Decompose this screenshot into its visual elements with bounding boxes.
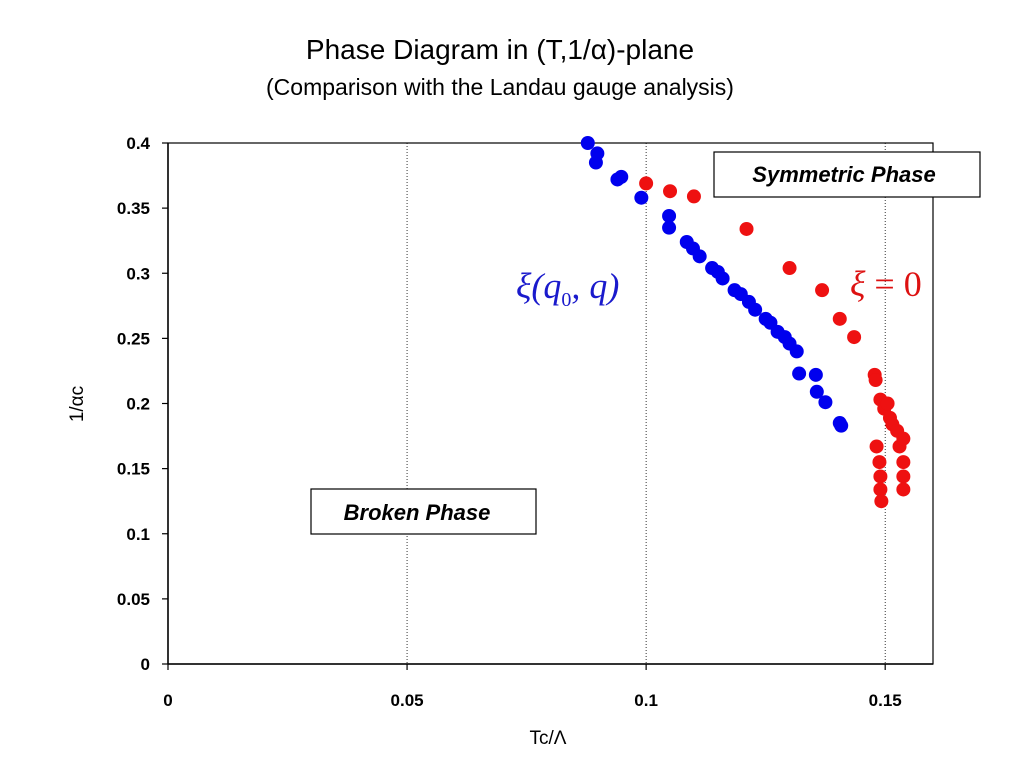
blue-point-24	[792, 366, 807, 381]
y-tick-label-3: 0.15	[117, 460, 150, 479]
red-point-18	[869, 439, 884, 454]
blue-point-27	[818, 395, 833, 410]
red-point-9	[868, 373, 883, 388]
y-tick-label-1: 0.05	[117, 590, 150, 609]
symmetric-phase-label: Symmetric Phase	[752, 162, 935, 187]
red-point-20	[896, 455, 911, 470]
red-point-5	[815, 283, 830, 298]
blue-point-0	[580, 136, 595, 150]
red-point-17	[896, 431, 911, 446]
red-point-7	[847, 330, 862, 345]
red-point-22	[896, 469, 911, 484]
red-point-0	[639, 176, 654, 191]
gridlines	[406, 143, 886, 664]
red-point-6	[832, 311, 847, 326]
y-tick-label-8: 0.4	[126, 134, 150, 153]
plot-area	[167, 142, 934, 665]
x-tick-label-3: 0.15	[869, 691, 902, 710]
x-tick-label-2: 0.1	[634, 691, 658, 710]
y-tick-label-6: 0.3	[126, 264, 150, 283]
red-point-21	[873, 469, 888, 484]
x-tick-label-1: 0.05	[391, 691, 424, 710]
red-point-3	[739, 221, 754, 236]
y-tick-label-2: 0.1	[126, 525, 150, 544]
red-point-4	[782, 261, 797, 276]
blue-point-2	[590, 146, 605, 161]
blue-point-6	[662, 208, 677, 223]
series-label-xi-zero: ξ = 0	[850, 264, 922, 304]
y-axis-label: 1/αc	[67, 386, 88, 422]
y-tick-label-4: 0.2	[126, 395, 150, 414]
red-point-19	[872, 455, 887, 470]
red-point-25	[874, 494, 889, 509]
blue-point-17	[748, 302, 763, 317]
y-axis-ticks: 0 0.05 0.1 0.15 0.2 0.25 0.3 0.35 0.4	[117, 134, 168, 674]
x-axis-ticks: 0 0.05 0.1 0.15	[163, 664, 902, 710]
broken-phase-label: Broken Phase	[344, 500, 491, 525]
blue-point-10	[692, 249, 707, 264]
blue-point-5	[634, 190, 649, 205]
blue-point-23	[789, 344, 804, 359]
red-point-23	[873, 482, 888, 497]
blue-point-7	[662, 220, 677, 235]
y-tick-label-0: 0	[141, 655, 150, 674]
red-point-24	[896, 482, 911, 497]
chart-title: Phase Diagram in (T,1/α)-plane	[305, 34, 695, 65]
blue-point-29	[834, 418, 849, 433]
broken-phase-box	[310, 488, 537, 535]
blue-point-4	[614, 169, 629, 184]
chart-subtitle: (Comparison with the Landau gauge analys…	[266, 74, 734, 100]
blue-point-26	[809, 384, 824, 399]
red-point-1	[663, 184, 678, 199]
x-tick-label-0: 0	[163, 691, 172, 710]
y-tick-label-5: 0.25	[117, 329, 150, 348]
blue-point-25	[808, 367, 823, 382]
blue-point-13	[715, 271, 730, 286]
x-axis-label: Tc/Λ	[530, 728, 567, 749]
red-point-2	[686, 189, 701, 204]
data-points	[580, 136, 911, 509]
series-label-xi-q0-q: ξ(q0, q)	[516, 266, 619, 311]
red-point-12	[880, 396, 895, 411]
symmetric-phase-box	[713, 151, 981, 198]
y-tick-label-7: 0.35	[117, 199, 150, 218]
